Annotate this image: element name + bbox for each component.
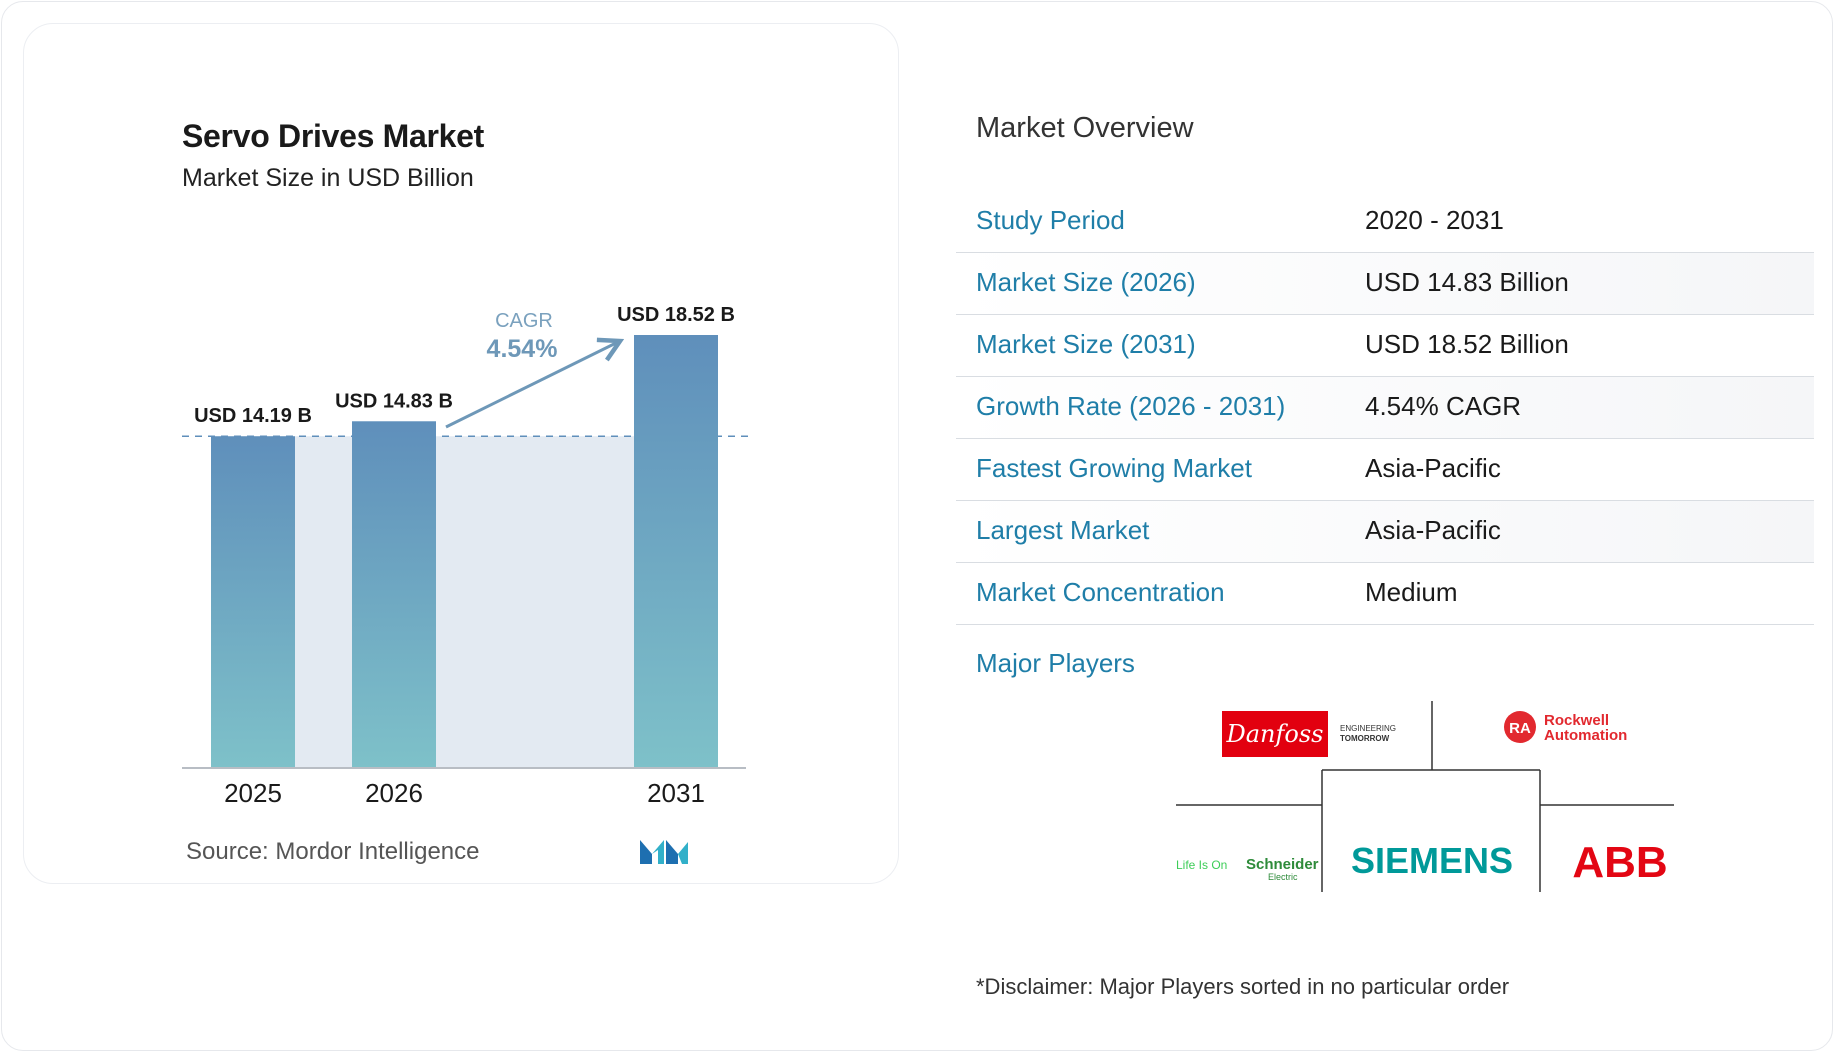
danfoss-logo: Danfoss ENGINEERING TOMORROW <box>1222 711 1396 757</box>
schneider-tagline: Life Is On <box>1176 858 1227 872</box>
x-tick-2031: 2031 <box>647 778 705 808</box>
x-tick-2026: 2026 <box>365 778 423 808</box>
overview-row: Fastest Growing Market Asia-Pacific <box>956 439 1814 501</box>
overview-row: Study Period 2020 - 2031 <box>956 191 1814 253</box>
reference-band <box>253 436 676 768</box>
bar-2026 <box>352 421 436 768</box>
schneider-wordmark: Schneider <box>1246 856 1319 873</box>
siemens-logo: SIEMENS <box>1351 840 1513 881</box>
bar-chart: USD 14.19 B 2025 USD 14.83 B 2026 USD 18.52 … <box>182 304 752 808</box>
overview-row-value: 2020 - 2031 <box>1365 205 1504 235</box>
overview-row-label: Largest Market <box>976 515 1150 545</box>
danfoss-tagline-2: TOMORROW <box>1340 734 1390 743</box>
overview-row: Largest Market Asia-Pacific <box>956 501 1814 563</box>
cagr-arrow <box>445 342 618 429</box>
overview-row-label: Fastest Growing Market <box>976 453 1252 483</box>
overview-row-value: USD 18.52 Billion <box>1365 329 1569 359</box>
rockwell-automation-logo: RA Rockwell Automation <box>1504 711 1627 744</box>
schneider-electric-logo: Life Is On Schneider Electric <box>1176 856 1319 882</box>
data-label-2026: USD 14.83 B <box>335 390 453 412</box>
overview-row-value: Asia-Pacific <box>1365 453 1501 483</box>
major-players-label: Major Players <box>976 648 1135 678</box>
overview-row: Market Size (2026) USD 14.83 Billion <box>956 253 1814 315</box>
overview-row: Market Concentration Medium <box>956 563 1814 625</box>
automation-wordmark: Automation <box>1544 727 1627 744</box>
bar-2031 <box>634 335 718 768</box>
overview-row: Growth Rate (2026 - 2031) 4.54% CAGR <box>956 377 1814 439</box>
overview-row-value: USD 14.83 Billion <box>1365 267 1569 297</box>
overview-row-label: Study Period <box>976 205 1125 235</box>
danfoss-tagline-1: ENGINEERING <box>1340 724 1396 733</box>
mordor-intelligence-logo <box>640 840 688 864</box>
danfoss-wordmark: Danfoss <box>1226 720 1324 748</box>
chart-title: Servo Drives Market <box>182 118 485 154</box>
overview-row-label: Market Size (2026) <box>976 267 1196 297</box>
overview-row-label: Market Concentration <box>976 577 1225 607</box>
abb-logo: ABB <box>1572 838 1667 887</box>
overview-row-label: Growth Rate (2026 - 2031) <box>976 391 1286 421</box>
rockwell-badge: RA <box>1509 720 1531 737</box>
schneider-electric-wordmark: Electric <box>1268 872 1298 882</box>
overview-row-label: Market Size (2031) <box>976 329 1196 359</box>
chart-subtitle: Market Size in USD Billion <box>182 164 474 192</box>
cagr-label: CAGR <box>495 310 553 332</box>
major-players-logos: Danfoss ENGINEERING TOMORROW RA Rockwell… <box>1176 701 1674 892</box>
overview-row-value: Medium <box>1365 577 1458 607</box>
overview-row-value: Asia-Pacific <box>1365 515 1501 545</box>
cagr-value: 4.54% <box>487 335 558 363</box>
overview-row: Market Size (2031) USD 18.52 Billion <box>956 315 1814 377</box>
bar-2025 <box>211 436 295 768</box>
disclaimer: *Disclaimer: Major Players sorted in no … <box>976 974 1510 999</box>
source-note: Source: Mordor Intelligence <box>186 838 480 865</box>
market-overview-title: Market Overview <box>976 112 1194 144</box>
x-tick-2025: 2025 <box>224 778 282 808</box>
rockwell-wordmark: Rockwell <box>1544 712 1609 729</box>
data-label-2031: USD 18.52 B <box>617 304 735 326</box>
overview-row-value: 4.54% CAGR <box>1365 391 1522 421</box>
data-label-2025: USD 14.19 B <box>194 405 312 427</box>
